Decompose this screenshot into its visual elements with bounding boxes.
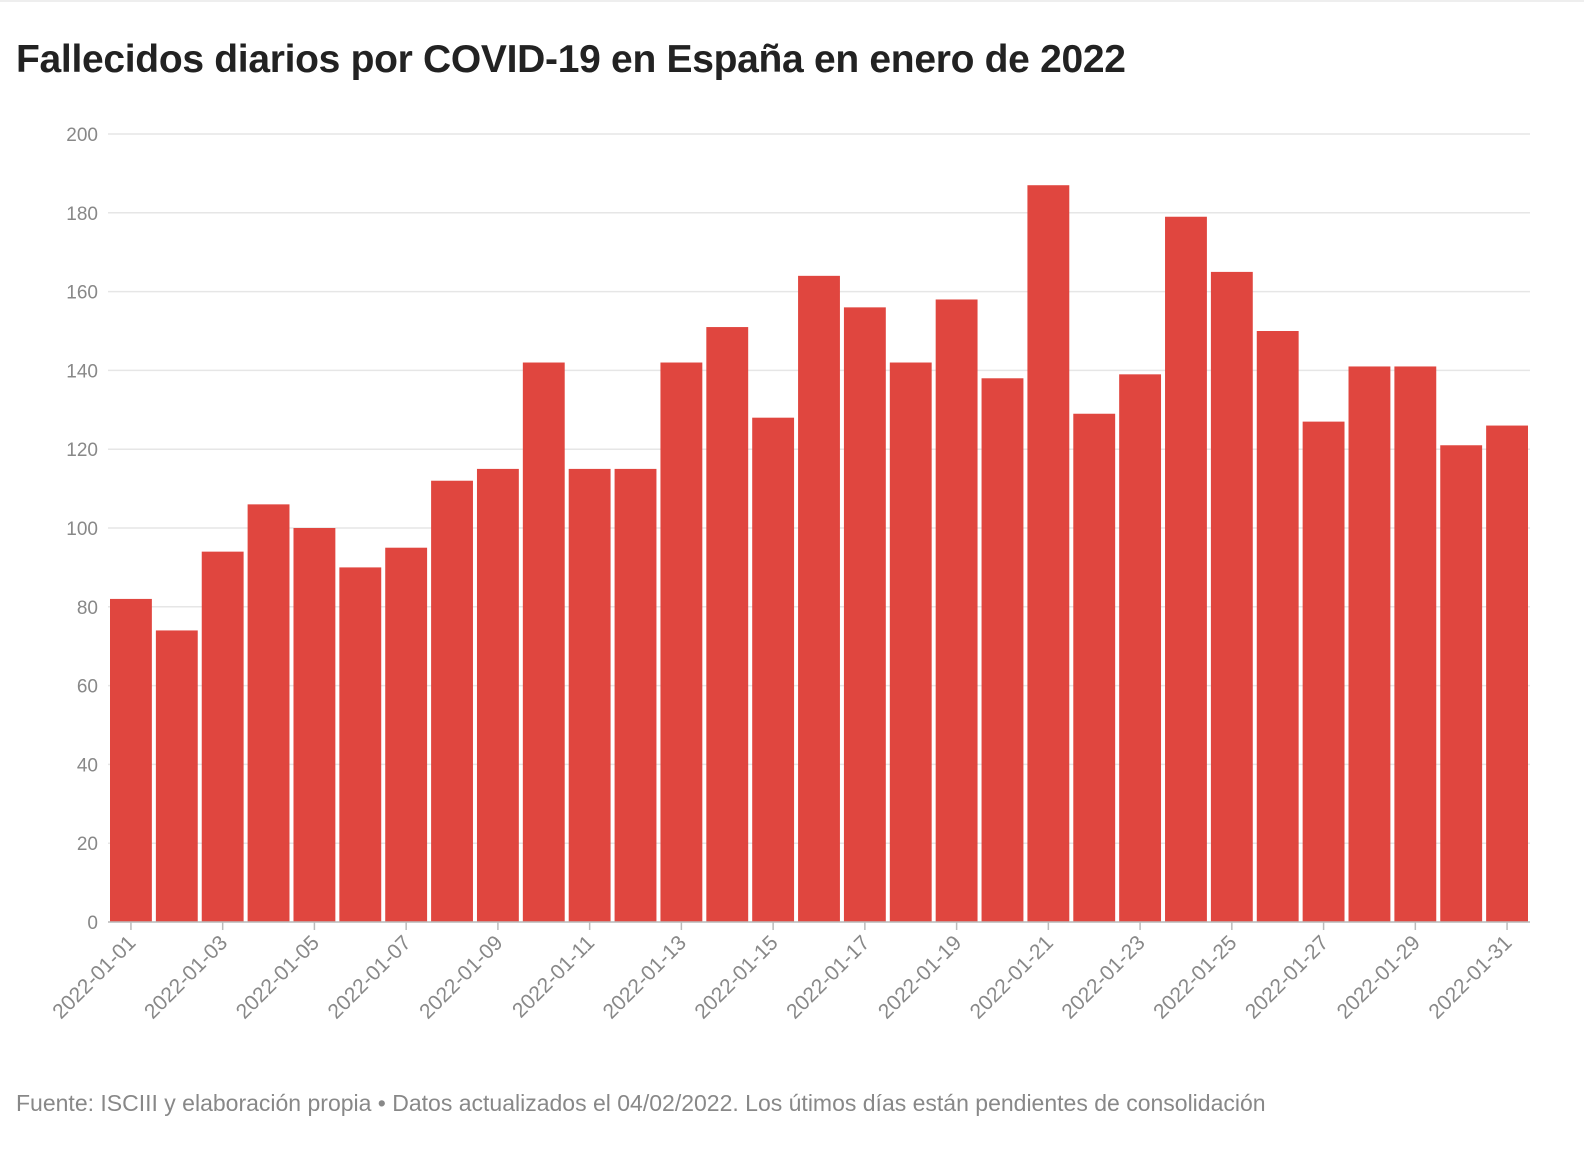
bar-2022-01-04 [247, 504, 290, 922]
bar-2022-01-27 [1302, 421, 1345, 922]
bar-2022-01-09 [476, 468, 519, 922]
y-tick-label: 20 [77, 834, 98, 855]
x-tick-label: 2022-01-09 [415, 931, 507, 1023]
bar-2022-01-16 [798, 275, 840, 923]
x-tick-label: 2022-01-01 [48, 931, 140, 1023]
y-tick-label: 60 [77, 677, 98, 698]
y-axis-tick-labels: 0 20 40 60 80 100 120 140 160 180 200 [66, 125, 98, 934]
x-tick-label: 2022-01-21 [966, 931, 1058, 1023]
bar-2022-01-22 [1073, 413, 1116, 922]
chart-footer-source: Fuente: ISCIII y elaboración propia • Da… [16, 1090, 1266, 1116]
bar-2022-01-17 [843, 307, 886, 922]
bar-2022-01-13 [660, 362, 703, 922]
y-tick-label: 40 [77, 755, 98, 776]
bar-2022-01-28 [1348, 366, 1391, 923]
y-tick-label: 120 [66, 440, 98, 461]
bar-2022-01-24 [1165, 216, 1207, 922]
bar-2022-01-02 [155, 630, 198, 922]
x-tick-label: 2022-01-23 [1057, 931, 1149, 1023]
y-tick-label: 0 [87, 913, 98, 934]
bar-2022-01-30 [1440, 445, 1483, 922]
x-tick-label: 2022-01-29 [1333, 931, 1425, 1023]
bar-2022-01-07 [385, 547, 428, 922]
x-tick-label: 2022-01-05 [232, 931, 324, 1023]
x-tick-label: 2022-01-31 [1424, 931, 1516, 1023]
y-tick-label: 140 [66, 361, 98, 382]
x-tick-label: 2022-01-19 [874, 931, 966, 1023]
bar-2022-01-05 [293, 528, 336, 922]
x-axis: 2022-01-01 2022-01-03 2022-01-05 2022-01-07… [48, 921, 1530, 1023]
x-tick-label: 2022-01-07 [323, 931, 415, 1023]
bar-2022-01-14 [706, 327, 749, 922]
chart-title: Fallecidos diarios por COVID-19 en Españ… [16, 38, 1126, 81]
bar-2022-01-29 [1394, 366, 1437, 923]
x-tick-label: 2022-01-13 [599, 931, 691, 1023]
y-tick-label: 80 [77, 598, 98, 619]
x-tick-label: 2022-01-11 [508, 931, 599, 1022]
y-tick-label: 100 [66, 519, 98, 540]
y-tick-label: 200 [66, 125, 98, 146]
bar-2022-01-23 [1119, 374, 1162, 923]
bar-2022-01-25 [1210, 271, 1253, 922]
bar-2022-01-20 [981, 378, 1024, 922]
top-divider [0, 0, 1584, 2]
x-tick-label: 2022-01-15 [690, 931, 782, 1023]
y-tick-label: 160 [66, 283, 98, 304]
bar-2022-01-10 [522, 362, 565, 922]
bar-2022-01-08 [431, 480, 473, 922]
bar-2022-01-31 [1486, 425, 1528, 922]
x-tick-label: 2022-01-25 [1149, 931, 1241, 1023]
bar-2022-01-06 [339, 567, 382, 922]
bar-2022-01-03 [201, 551, 244, 922]
bar-2022-01-19 [935, 299, 978, 922]
bar-2022-01-15 [752, 417, 795, 922]
bar-2022-01-12 [614, 468, 657, 922]
bar-2022-01-26 [1256, 331, 1299, 922]
bar-2022-01-18 [889, 362, 932, 922]
x-tick-label: 2022-01-03 [140, 931, 232, 1023]
bar-2022-01-01 [110, 598, 152, 922]
x-tick-label: 2022-01-17 [782, 931, 874, 1023]
x-tick-label: 2022-01-27 [1241, 931, 1333, 1023]
bars [110, 185, 1528, 923]
bar-2022-01-11 [568, 468, 611, 922]
bar-2022-01-21 [1027, 185, 1070, 923]
y-tick-label: 180 [66, 204, 98, 225]
